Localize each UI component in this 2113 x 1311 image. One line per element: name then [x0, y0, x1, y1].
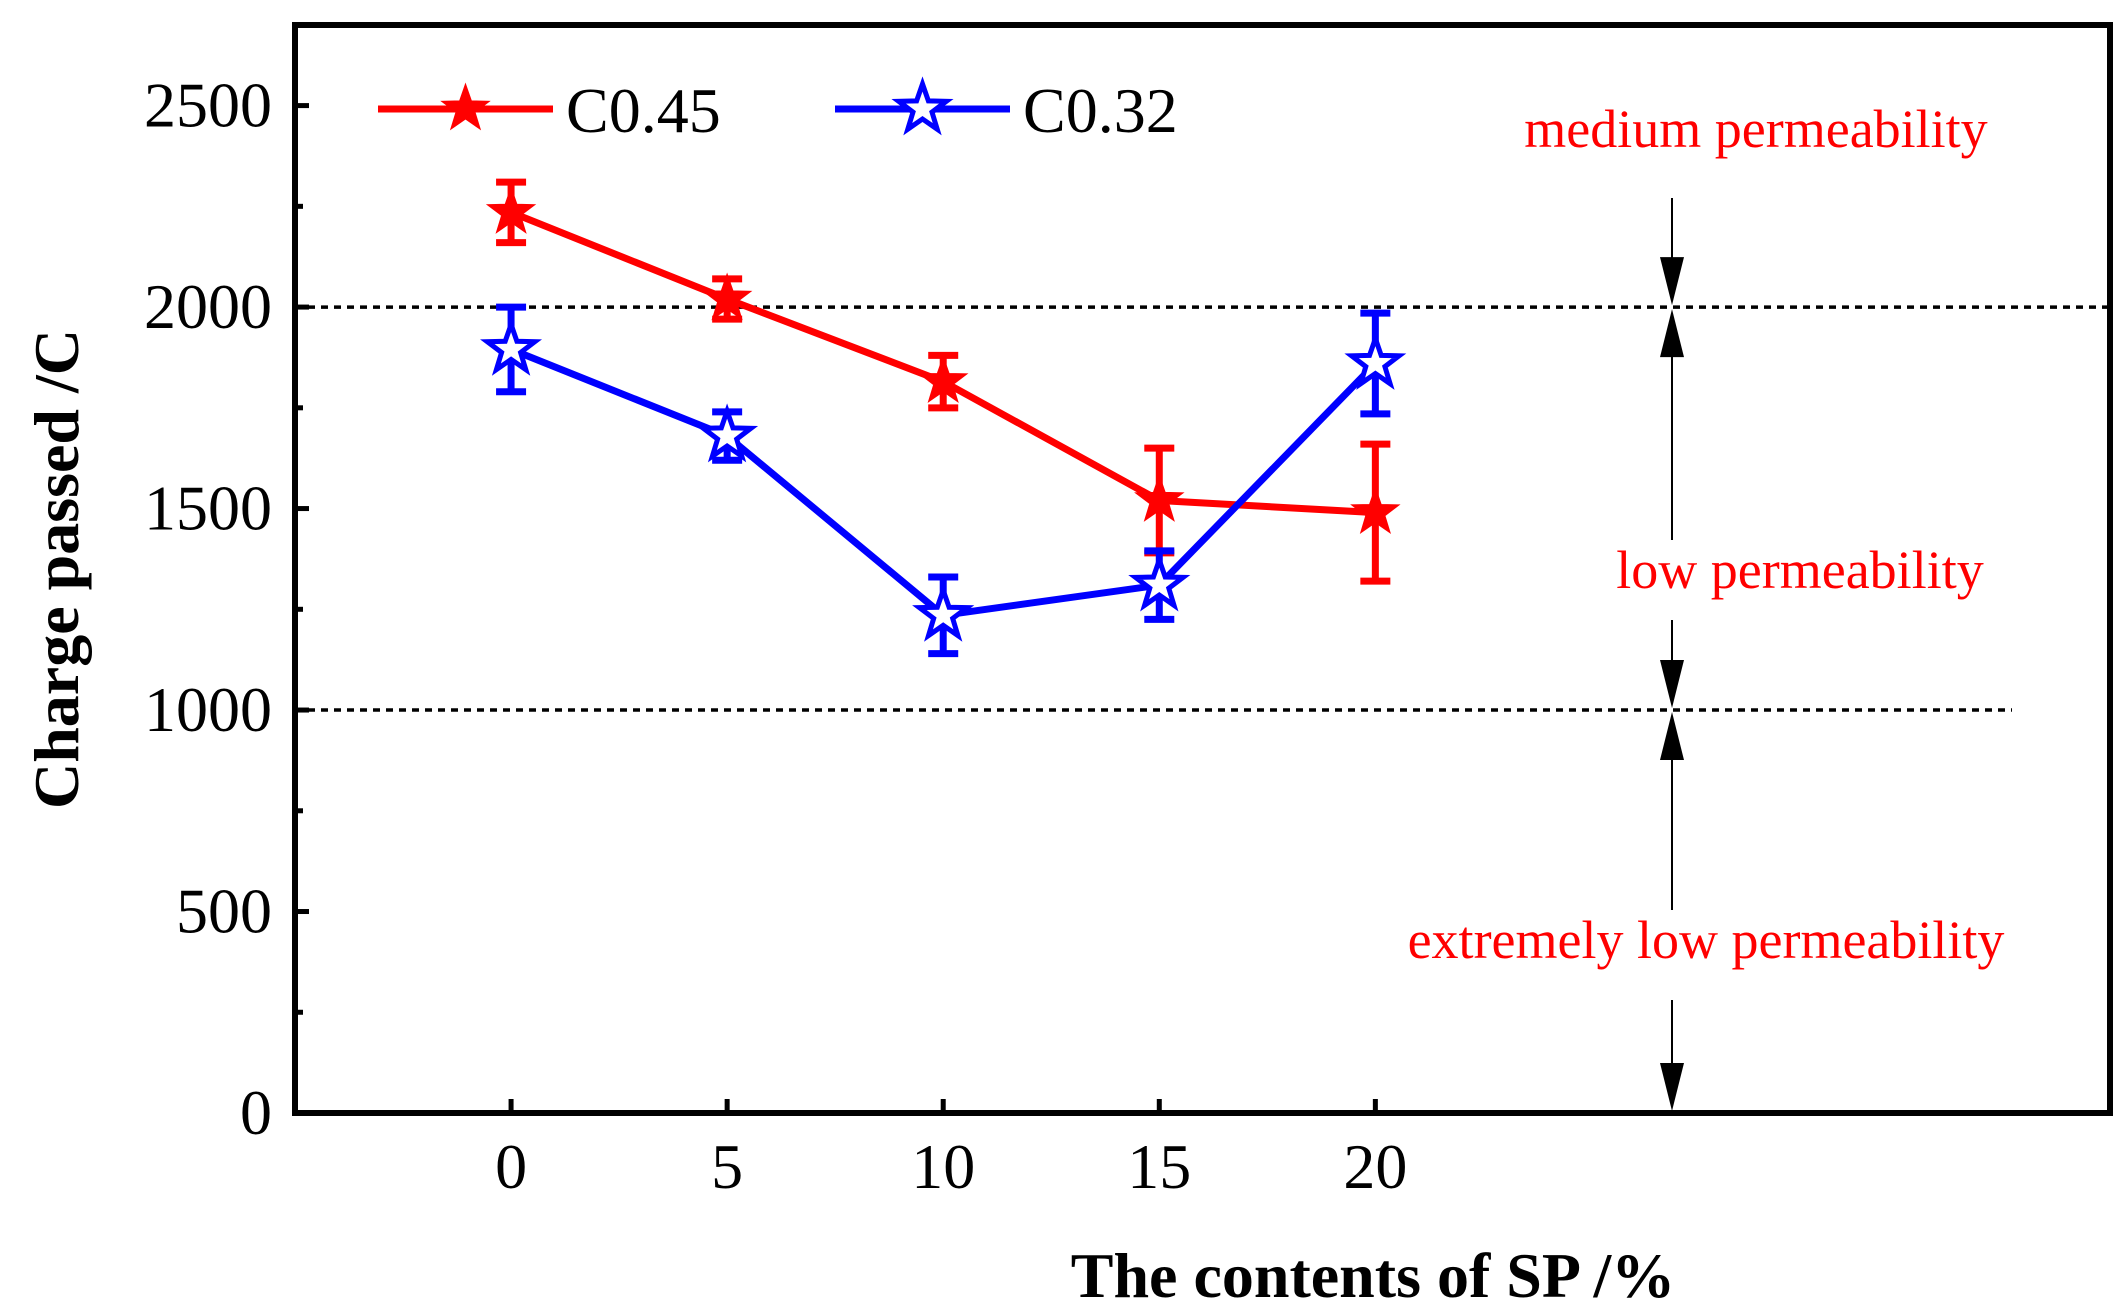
data-point-marker: [480, 316, 543, 376]
series-layer: [480, 178, 1407, 658]
data-point-marker: [1134, 473, 1185, 522]
legend-swatch-marker: [440, 82, 491, 131]
arrow-head-down: [1660, 660, 1684, 709]
arrow-head-up: [1660, 712, 1684, 761]
series-c032: [480, 303, 1407, 658]
y-tick-label: 1500: [144, 473, 272, 544]
arrow-head-up: [1660, 309, 1684, 358]
data-point-marker: [1344, 330, 1407, 390]
plot-area-border: [292, 22, 2113, 1116]
x-tick-label: 15: [1127, 1131, 1191, 1202]
data-point-marker: [1128, 552, 1191, 612]
data-point-marker: [701, 272, 753, 321]
x-tick-label: 10: [911, 1131, 975, 1202]
legend-label-c045: C0.45: [566, 75, 721, 146]
y-tick-label: 0: [240, 1077, 272, 1148]
series-c045: [485, 178, 1401, 585]
reference-lines: [295, 305, 2108, 712]
permeability-zones: medium permeability low permeability ext…: [1408, 99, 2005, 970]
y-tick-label: 2000: [144, 271, 272, 342]
zone-label-low: low permeability: [1616, 540, 1983, 600]
plot-frame: [292, 22, 2113, 1116]
y-tick-label: 500: [176, 876, 272, 947]
data-point-marker: [912, 582, 975, 642]
legend: C0.45 C0.32: [378, 75, 1178, 146]
arrow-head-down: [1660, 257, 1684, 306]
zone-label-medium: medium permeability: [1524, 99, 1987, 159]
y-axis: 0 500 1000 1500 2000 2500: [144, 70, 309, 1148]
arrow-head-down: [1660, 1063, 1684, 1111]
y-tick-label: 1000: [144, 674, 272, 745]
legend-label-c032: C0.32: [1023, 75, 1178, 146]
x-tick-label: 20: [1343, 1131, 1407, 1202]
y-axis-title: Charge passed /C: [21, 329, 92, 809]
x-tick-label: 0: [495, 1131, 527, 1202]
data-point-marker: [485, 185, 537, 234]
data-point-marker: [1350, 486, 1401, 535]
x-axis-title: The contents of SP /%: [1071, 1240, 1675, 1311]
data-point-marker: [917, 355, 969, 404]
x-tick-label: 5: [711, 1131, 743, 1202]
data-point-marker: [696, 403, 759, 463]
zone-arrows: [1660, 198, 1684, 1111]
zone-label-extremely-low: extremely low permeability: [1408, 910, 2005, 970]
x-axis: 0 5 10 15 20: [495, 1099, 1407, 1202]
legend-swatch-marker: [891, 76, 954, 136]
y-tick-label: 2500: [144, 70, 272, 141]
